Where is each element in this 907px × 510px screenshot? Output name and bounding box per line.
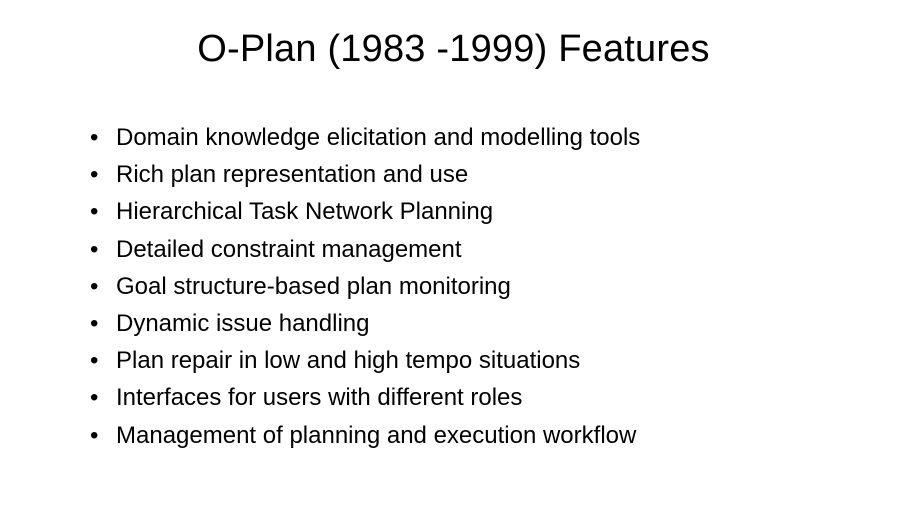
list-item: Interfaces for users with different role… (90, 379, 847, 416)
list-item: Plan repair in low and high tempo situat… (90, 342, 847, 379)
list-item: Dynamic issue handling (90, 305, 847, 342)
bullet-list: Domain knowledge elicitation and modelli… (60, 119, 847, 454)
slide-title: O-Plan (1983 -1999) Features (60, 28, 847, 71)
list-item: Rich plan representation and use (90, 156, 847, 193)
list-item: Goal structure-based plan monitoring (90, 268, 847, 305)
list-item: Management of planning and execution wor… (90, 417, 847, 454)
slide: O-Plan (1983 -1999) Features Domain know… (0, 0, 907, 510)
list-item: Hierarchical Task Network Planning (90, 193, 847, 230)
list-item: Detailed constraint management (90, 231, 847, 268)
list-item: Domain knowledge elicitation and modelli… (90, 119, 847, 156)
